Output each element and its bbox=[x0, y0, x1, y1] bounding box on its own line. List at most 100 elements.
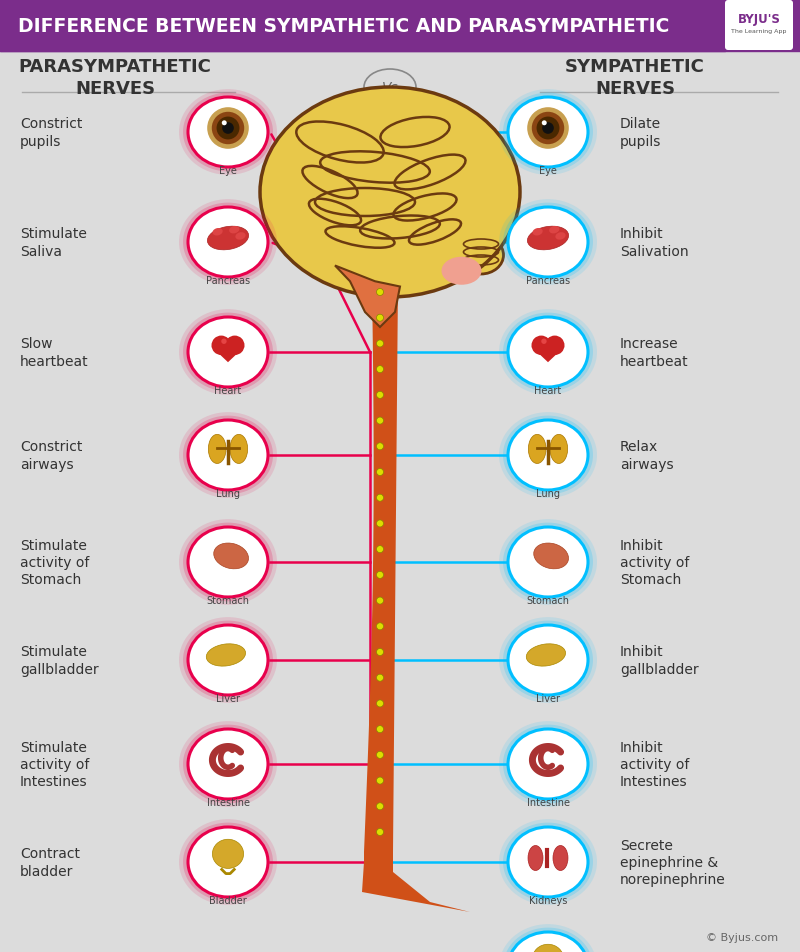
Polygon shape bbox=[725, 0, 745, 52]
Text: Relax
airways: Relax airways bbox=[620, 440, 674, 471]
Ellipse shape bbox=[499, 520, 597, 605]
Text: Intestine: Intestine bbox=[206, 797, 250, 807]
Text: Inhibit
Salivation: Inhibit Salivation bbox=[620, 228, 689, 258]
Polygon shape bbox=[211, 347, 245, 363]
Ellipse shape bbox=[188, 527, 268, 597]
Ellipse shape bbox=[188, 625, 268, 695]
Ellipse shape bbox=[503, 416, 593, 495]
Ellipse shape bbox=[188, 208, 268, 278]
Ellipse shape bbox=[183, 204, 273, 282]
Circle shape bbox=[222, 121, 226, 127]
Ellipse shape bbox=[499, 722, 597, 807]
Ellipse shape bbox=[260, 88, 520, 298]
Circle shape bbox=[377, 546, 383, 553]
FancyBboxPatch shape bbox=[725, 1, 793, 51]
Text: Inhibit
activity of
Intestines: Inhibit activity of Intestines bbox=[620, 740, 690, 788]
Text: Stimulate
Saliva: Stimulate Saliva bbox=[20, 228, 87, 258]
Text: BYJU'S: BYJU'S bbox=[738, 13, 781, 27]
Ellipse shape bbox=[183, 621, 273, 700]
Text: Secrete
epinephrine &
norepinephrine: Secrete epinephrine & norepinephrine bbox=[620, 838, 726, 886]
Ellipse shape bbox=[208, 435, 226, 464]
Ellipse shape bbox=[179, 90, 277, 176]
Ellipse shape bbox=[503, 313, 593, 392]
Ellipse shape bbox=[183, 93, 273, 172]
Circle shape bbox=[377, 649, 383, 656]
Ellipse shape bbox=[213, 840, 243, 868]
Ellipse shape bbox=[229, 227, 239, 234]
Circle shape bbox=[542, 123, 554, 134]
Ellipse shape bbox=[534, 544, 569, 569]
Circle shape bbox=[377, 624, 383, 630]
Text: Eye: Eye bbox=[219, 166, 237, 175]
Ellipse shape bbox=[553, 845, 568, 870]
Text: Lung: Lung bbox=[536, 488, 560, 498]
Circle shape bbox=[377, 828, 383, 836]
Ellipse shape bbox=[364, 69, 416, 106]
Circle shape bbox=[377, 598, 383, 605]
Ellipse shape bbox=[499, 200, 597, 286]
Text: Pancreas: Pancreas bbox=[206, 275, 250, 286]
Circle shape bbox=[377, 392, 383, 399]
Ellipse shape bbox=[179, 820, 277, 905]
Circle shape bbox=[377, 803, 383, 810]
Ellipse shape bbox=[508, 527, 588, 597]
Text: Stomach: Stomach bbox=[206, 595, 250, 605]
Ellipse shape bbox=[508, 932, 588, 952]
Text: Stimulate
activity of
Intestines: Stimulate activity of Intestines bbox=[20, 740, 90, 788]
Text: Stimulate
activity of
Stomach: Stimulate activity of Stomach bbox=[20, 538, 90, 586]
Ellipse shape bbox=[503, 823, 593, 902]
Ellipse shape bbox=[458, 237, 503, 275]
Circle shape bbox=[222, 339, 226, 345]
Circle shape bbox=[542, 121, 546, 127]
Ellipse shape bbox=[442, 257, 482, 286]
Circle shape bbox=[217, 117, 239, 140]
Ellipse shape bbox=[503, 204, 593, 282]
Ellipse shape bbox=[179, 722, 277, 807]
Ellipse shape bbox=[179, 200, 277, 286]
Ellipse shape bbox=[499, 924, 597, 952]
Text: The Learning App: The Learning App bbox=[731, 29, 786, 33]
Ellipse shape bbox=[503, 724, 593, 803]
Text: Eye: Eye bbox=[539, 166, 557, 175]
Circle shape bbox=[377, 751, 383, 759]
Polygon shape bbox=[531, 347, 565, 363]
Polygon shape bbox=[362, 283, 470, 912]
Ellipse shape bbox=[183, 313, 273, 392]
Ellipse shape bbox=[183, 416, 273, 495]
Polygon shape bbox=[335, 267, 400, 327]
Ellipse shape bbox=[179, 412, 277, 498]
Circle shape bbox=[225, 336, 245, 356]
Text: Slow
heartbeat: Slow heartbeat bbox=[20, 337, 89, 368]
Ellipse shape bbox=[508, 421, 588, 490]
Text: PARASYMPATHETIC
NERVES: PARASYMPATHETIC NERVES bbox=[18, 58, 211, 97]
Circle shape bbox=[532, 112, 564, 145]
Text: Dilate
pupils: Dilate pupils bbox=[620, 117, 662, 149]
Ellipse shape bbox=[528, 845, 543, 870]
Ellipse shape bbox=[499, 412, 597, 498]
Text: Kidneys: Kidneys bbox=[529, 895, 567, 904]
Ellipse shape bbox=[528, 435, 546, 464]
Text: Increase
heartbeat: Increase heartbeat bbox=[620, 337, 689, 368]
Circle shape bbox=[542, 339, 546, 345]
Circle shape bbox=[377, 700, 383, 707]
Text: Stomach: Stomach bbox=[526, 595, 570, 605]
Text: Intestine: Intestine bbox=[526, 797, 570, 807]
Ellipse shape bbox=[188, 318, 268, 387]
Ellipse shape bbox=[207, 227, 249, 250]
Ellipse shape bbox=[508, 625, 588, 695]
Text: DIFFERENCE BETWEEN SYMPATHETIC AND PARASYMPATHETIC: DIFFERENCE BETWEEN SYMPATHETIC AND PARAS… bbox=[18, 16, 670, 35]
Ellipse shape bbox=[214, 544, 249, 569]
Text: Vs: Vs bbox=[382, 81, 398, 95]
Ellipse shape bbox=[508, 729, 588, 799]
Circle shape bbox=[377, 315, 383, 322]
Ellipse shape bbox=[503, 927, 593, 952]
Circle shape bbox=[537, 117, 559, 140]
Ellipse shape bbox=[549, 227, 559, 234]
Ellipse shape bbox=[188, 421, 268, 490]
Ellipse shape bbox=[503, 621, 593, 700]
Text: Contract
bladder: Contract bladder bbox=[20, 846, 80, 878]
Circle shape bbox=[527, 109, 569, 149]
Ellipse shape bbox=[555, 233, 566, 241]
Ellipse shape bbox=[503, 523, 593, 602]
Text: Pancreas: Pancreas bbox=[526, 275, 570, 286]
